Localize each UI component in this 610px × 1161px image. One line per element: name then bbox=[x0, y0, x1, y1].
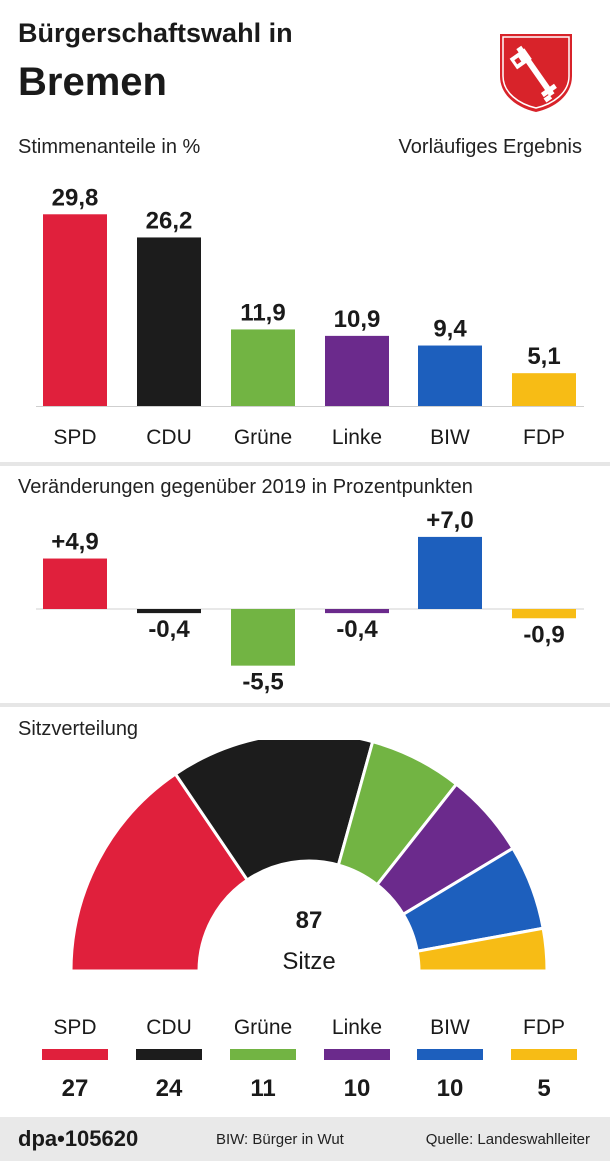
category-label-spd: SPD bbox=[53, 426, 96, 449]
seats-title: Sitzverteilung bbox=[18, 718, 139, 740]
legend-label-gruene: Grüne bbox=[234, 1016, 292, 1039]
seat-arc-fdp bbox=[415, 926, 549, 973]
change-label-fdp: -0,9 bbox=[523, 621, 564, 648]
legend-swatch-fdp bbox=[511, 1049, 577, 1060]
value-label-linke: 10,9 bbox=[334, 306, 381, 333]
value-label-cdu: 26,2 bbox=[146, 207, 193, 234]
legend-swatch-biw bbox=[417, 1049, 483, 1060]
biw-note: BIW: Bürger in Wut bbox=[216, 1131, 344, 1148]
title-line-1: Bürgerschaftswahl in bbox=[18, 18, 293, 48]
bar-linke bbox=[325, 335, 389, 406]
bremen-coat-of-arms-icon bbox=[500, 34, 572, 112]
legend-label-fdp: FDP bbox=[523, 1016, 565, 1039]
legend-seats-linke: 10 bbox=[344, 1075, 371, 1102]
legend-swatch-spd bbox=[42, 1049, 108, 1060]
footer: dpa•105620 BIW: Bürger in Wut Quelle: La… bbox=[0, 1117, 610, 1161]
change-bar-biw bbox=[418, 536, 482, 609]
value-label-biw: 9,4 bbox=[433, 316, 467, 343]
change-label-biw: +7,0 bbox=[426, 507, 473, 534]
seat-distribution-chart: 87 Sitze SPD 27 CDU 24 Grüne 11 Linke 10 BIW 10 FD… bbox=[42, 740, 577, 1102]
bar-gruene bbox=[231, 329, 295, 406]
bar-cdu bbox=[137, 237, 201, 406]
value-label-gruene: 11,9 bbox=[240, 299, 285, 326]
legend-seats-cdu: 24 bbox=[156, 1075, 183, 1102]
legend-swatch-linke bbox=[324, 1049, 390, 1060]
agency-credit: dpa•105620 bbox=[18, 1126, 139, 1151]
change-label-gruene: -5,5 bbox=[242, 669, 283, 696]
seat-total: 87 bbox=[296, 907, 323, 934]
category-label-fdp: FDP bbox=[523, 426, 565, 449]
bar-fdp bbox=[512, 373, 576, 406]
subtitle-vote-share: Stimmenanteile in % bbox=[18, 136, 201, 158]
change-bar-linke bbox=[325, 609, 389, 614]
change-label-cdu: -0,4 bbox=[148, 616, 190, 643]
divider bbox=[0, 462, 610, 466]
legend-label-cdu: CDU bbox=[146, 1016, 192, 1039]
seat-arc-cdu bbox=[173, 740, 375, 883]
legend-seats-biw: 10 bbox=[437, 1075, 464, 1102]
change-bar-cdu bbox=[137, 609, 201, 614]
legend-swatch-gruene bbox=[230, 1049, 296, 1060]
legend-label-biw: BIW bbox=[430, 1016, 470, 1039]
change-bar-spd bbox=[43, 558, 107, 609]
changes-title: Veränderungen gegenüber 2019 in Prozentp… bbox=[18, 476, 473, 498]
category-label-cdu: CDU bbox=[146, 426, 192, 449]
legend-seats-fdp: 5 bbox=[537, 1075, 550, 1102]
category-label-biw: BIW bbox=[430, 426, 470, 449]
source-note: Quelle: Landeswahlleiter bbox=[425, 1131, 590, 1148]
change-label-spd: +4,9 bbox=[51, 529, 98, 556]
category-label-linke: Linke bbox=[332, 426, 382, 449]
change-bar-fdp bbox=[512, 609, 576, 619]
legend-label-linke: Linke bbox=[332, 1016, 382, 1039]
page-title: Bremen bbox=[18, 60, 167, 104]
category-label-gruene: Grüne bbox=[234, 426, 292, 449]
vote-share-chart: 29,8 SPD 26,2 CDU 11,9 Grüne 10,9 Linke 9,4 BIW 5,… bbox=[36, 184, 584, 449]
bar-spd bbox=[43, 214, 107, 406]
value-label-fdp: 5,1 bbox=[527, 343, 560, 370]
bar-biw bbox=[418, 345, 482, 406]
legend-seats-spd: 27 bbox=[62, 1075, 89, 1102]
value-label-spd: 29,8 bbox=[52, 184, 99, 211]
change-bar-gruene bbox=[231, 609, 295, 666]
seat-arc-spd bbox=[69, 771, 250, 973]
legend-swatch-cdu bbox=[136, 1049, 202, 1060]
legend-label-spd: SPD bbox=[53, 1016, 96, 1039]
change-label-linke: -0,4 bbox=[336, 616, 378, 643]
change-chart: +4,9 -0,4 -5,5 -0,4 +7,0 -0,9 bbox=[36, 507, 584, 696]
legend-seats-gruene: 11 bbox=[250, 1075, 275, 1102]
seat-unit: Sitze bbox=[282, 948, 335, 975]
subtitle-preliminary: Vorläufiges Ergebnis bbox=[398, 136, 582, 158]
divider bbox=[0, 703, 610, 707]
